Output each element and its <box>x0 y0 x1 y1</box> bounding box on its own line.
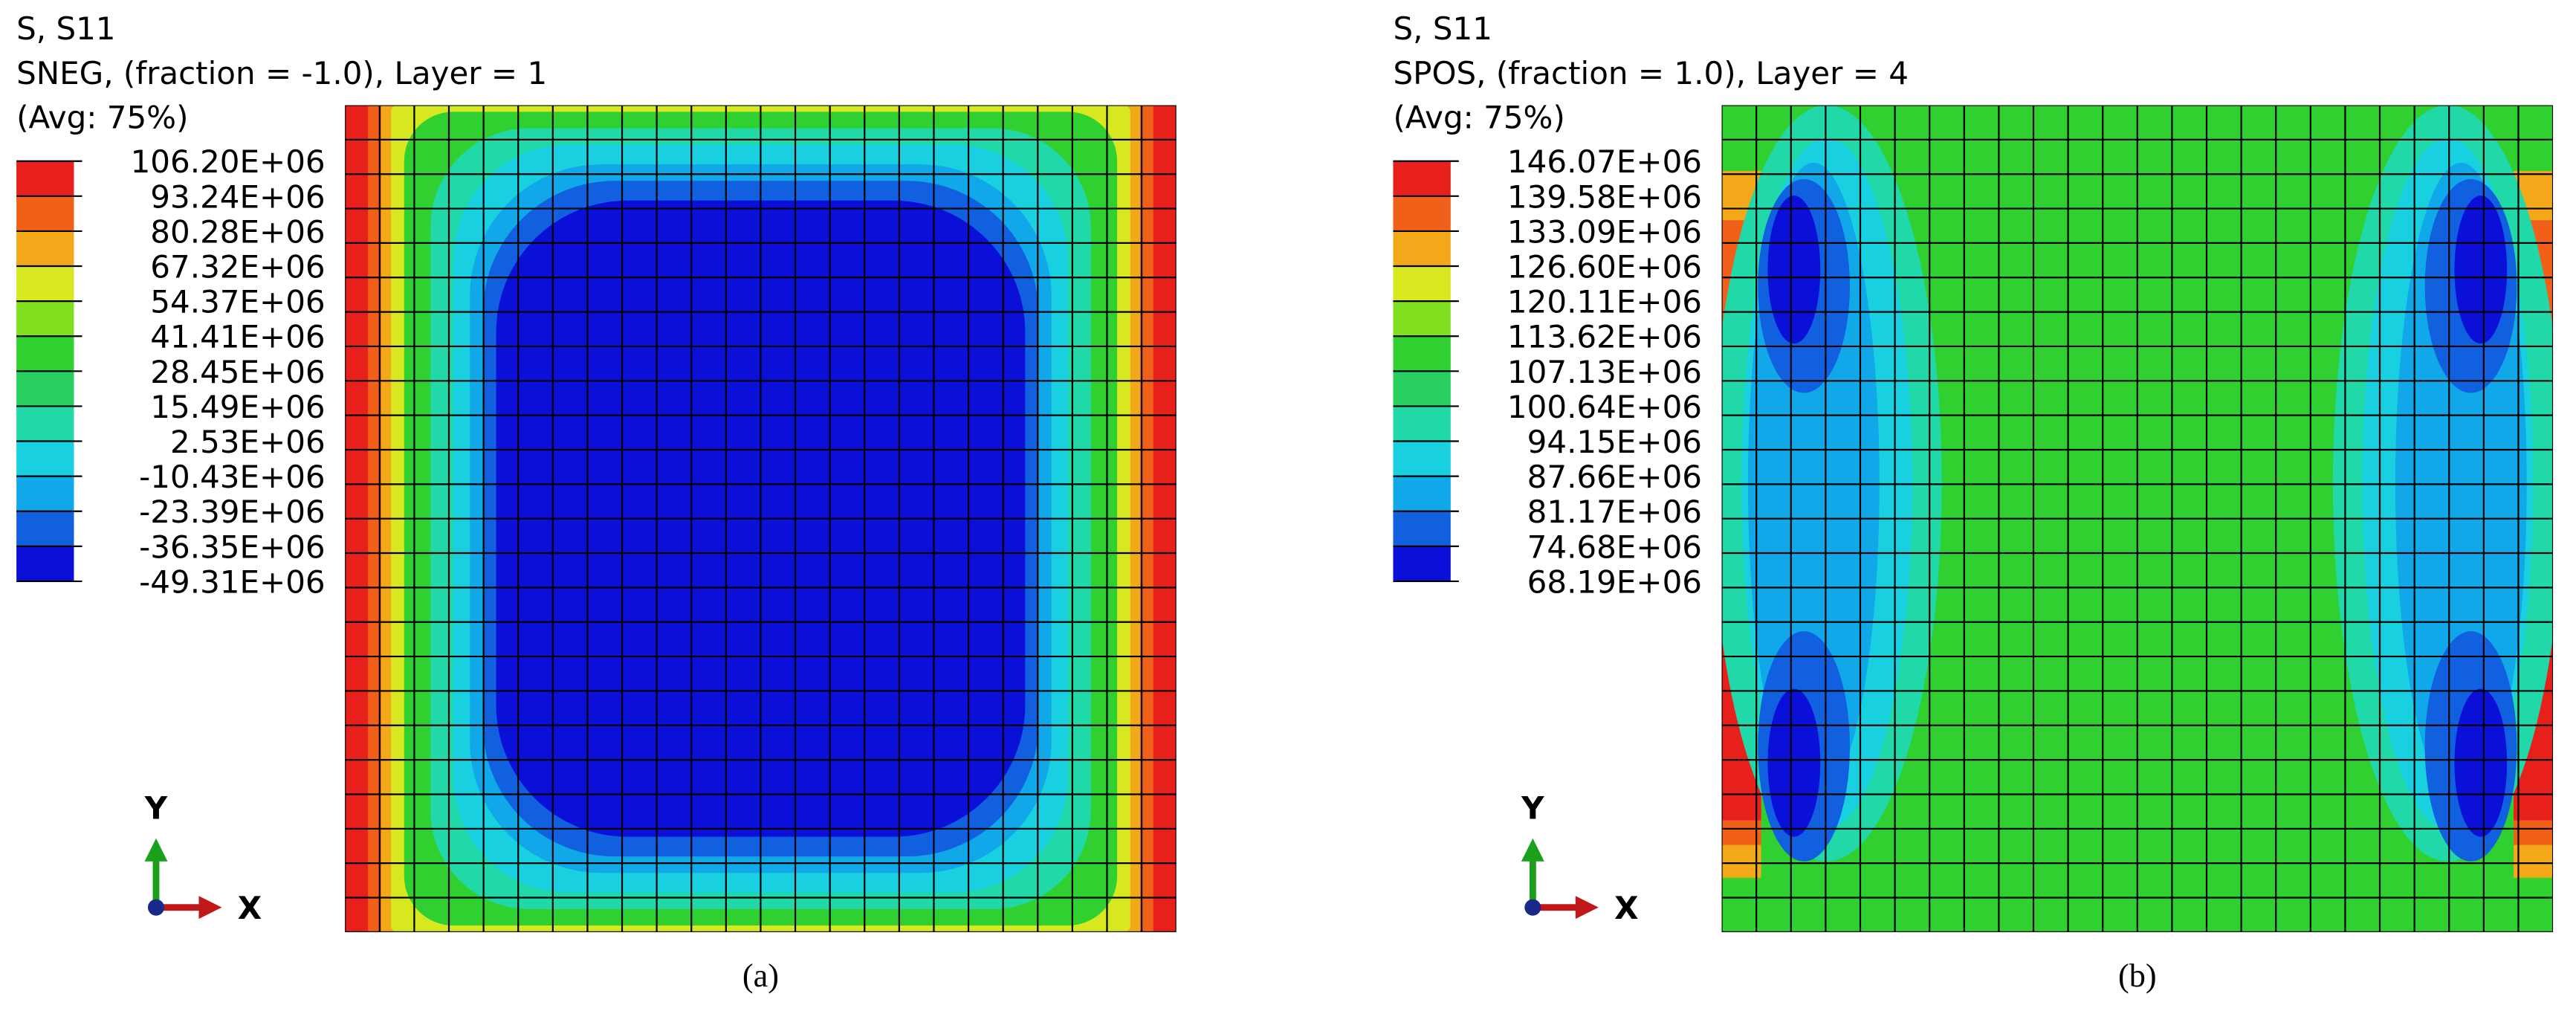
axis-label: X <box>238 890 262 926</box>
header-line: S, S11 <box>16 10 115 47</box>
legend-swatch <box>16 476 74 511</box>
legend-label: 54.37E+06 <box>150 284 325 320</box>
legend-swatch <box>1393 196 1451 231</box>
contour <box>1767 196 1821 344</box>
header-line: (Avg: 75%) <box>1393 99 1564 135</box>
legend-swatch <box>16 511 74 546</box>
legend-label: 106.20E+06 <box>131 143 326 180</box>
legend-swatch <box>1393 546 1451 581</box>
legend-swatch <box>16 266 74 302</box>
legend-swatch <box>1393 476 1451 511</box>
legend-label: 2.53E+06 <box>170 424 326 460</box>
legend-label: 113.62E+06 <box>1507 319 1702 355</box>
panel: S, S11 SNEG, (fraction = -1.0), Layer = 1… <box>16 10 1177 994</box>
legend-swatch <box>16 196 74 231</box>
header-line: SPOS, (fraction = 1.0), Layer = 4 <box>1393 55 1908 91</box>
legend-swatch <box>1393 230 1451 267</box>
legend-swatch <box>16 161 74 196</box>
legend-swatch <box>1393 406 1451 442</box>
legend-label: 107.13E+06 <box>1507 354 1702 390</box>
header-line: SNEG, (fraction = -1.0), Layer = 1 <box>16 55 547 91</box>
legend-label: 93.24E+06 <box>150 178 325 215</box>
legend-swatch <box>1393 336 1451 372</box>
contour <box>1767 688 1821 837</box>
legend-swatch <box>1393 266 1451 302</box>
legend-label: 139.58E+06 <box>1507 178 1702 215</box>
legend-label: 126.60E+06 <box>1507 248 1702 285</box>
legend-label: 28.45E+06 <box>150 354 325 390</box>
legend-label: 41.41E+06 <box>150 319 325 355</box>
contour <box>2454 196 2508 344</box>
z-axis <box>1524 899 1541 916</box>
legend-label: 146.07E+06 <box>1507 143 1702 180</box>
legend-label: 87.66E+06 <box>1527 459 1702 495</box>
legend-swatch <box>16 336 74 372</box>
x-arrow-head <box>1575 896 1599 920</box>
contour <box>2454 688 2508 837</box>
legend-swatch <box>16 230 74 267</box>
legend-label: 120.11E+06 <box>1507 284 1702 320</box>
legend-label: 94.15E+06 <box>1527 424 1702 460</box>
legend-label: 74.68E+06 <box>1527 529 1702 565</box>
legend-label: 15.49E+06 <box>150 389 325 425</box>
legend-swatch <box>1393 161 1451 196</box>
legend-label: 67.32E+06 <box>150 248 325 285</box>
legend-swatch <box>16 406 74 442</box>
caption: (a) <box>742 957 779 994</box>
legend-swatch <box>1393 371 1451 407</box>
plate <box>1721 105 2554 932</box>
axis-label: X <box>1614 890 1638 926</box>
legend-swatch <box>16 301 74 337</box>
y-arrow-head <box>144 838 168 862</box>
legend-label: 81.17E+06 <box>1527 494 1702 530</box>
legend-swatch <box>1393 511 1451 546</box>
plate <box>345 105 1177 932</box>
x-arrow-head <box>198 896 222 920</box>
legend-label: -10.43E+06 <box>139 459 326 495</box>
y-arrow-head <box>1521 838 1544 862</box>
z-axis <box>147 899 165 916</box>
legend-label: 100.64E+06 <box>1507 389 1702 425</box>
legend-swatch <box>1393 301 1451 337</box>
header-line: (Avg: 75%) <box>16 99 188 135</box>
legend-swatch <box>1393 441 1451 477</box>
panel: S, S11 SPOS, (fraction = 1.0), Layer = 4 (… <box>1393 10 2554 994</box>
header-line: S, S11 <box>1393 10 1492 47</box>
legend-label: 68.19E+06 <box>1527 563 1702 600</box>
caption: (b) <box>2118 957 2157 994</box>
axis-label: Y <box>1521 789 1544 826</box>
legend-label: 80.28E+06 <box>150 213 325 250</box>
legend-label: -23.39E+06 <box>139 494 326 530</box>
legend-swatch <box>16 546 74 581</box>
legend-label: -36.35E+06 <box>139 529 326 565</box>
legend-label: 133.09E+06 <box>1507 213 1702 250</box>
legend-label: -49.31E+06 <box>139 563 326 600</box>
legend-swatch <box>16 371 74 407</box>
legend-swatch <box>16 441 74 477</box>
axis-label: Y <box>144 789 168 826</box>
